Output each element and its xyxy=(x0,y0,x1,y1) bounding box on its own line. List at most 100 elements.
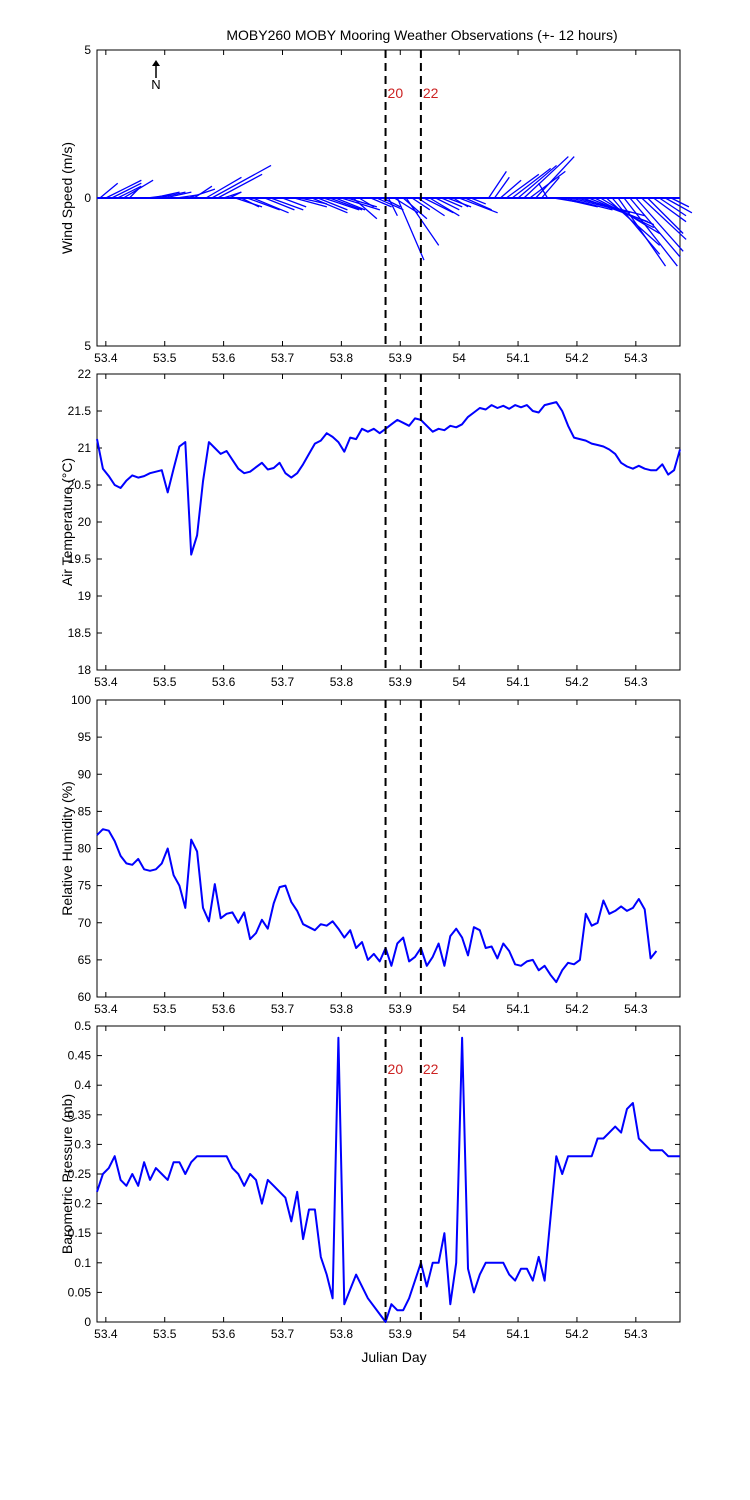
wind-vector xyxy=(211,164,272,199)
x-tick-label: 54 xyxy=(452,1327,466,1341)
wind-vector xyxy=(629,197,681,258)
y-tick-label: 0 xyxy=(84,191,91,205)
wind-vector xyxy=(329,197,363,211)
y-tick-label: 0.5 xyxy=(74,1019,91,1033)
wind-vector xyxy=(358,197,375,208)
y-tick-label: 0.4 xyxy=(74,1078,91,1092)
wind-vector xyxy=(670,197,690,208)
y-tick-label: 19.5 xyxy=(68,552,92,566)
wind-vector xyxy=(246,197,280,211)
x-tick-label: 53.4 xyxy=(94,351,118,365)
event-marker-label: 20 xyxy=(388,1061,404,1077)
wind-vector xyxy=(205,176,242,199)
x-tick-label: 54.3 xyxy=(624,1002,648,1016)
series-line xyxy=(96,401,681,556)
wind-vector xyxy=(429,197,460,217)
y-tick-label: 19 xyxy=(78,589,92,603)
y-tick-label: 85 xyxy=(78,804,92,818)
wind-vector xyxy=(335,197,366,211)
y-axis-label: Wind Speed (m/s) xyxy=(59,142,75,254)
wind-vector xyxy=(229,191,242,199)
wind-vector xyxy=(164,191,192,199)
wind-vector xyxy=(617,197,667,267)
x-tick-label: 53.8 xyxy=(330,1327,354,1341)
x-tick-label: 53.7 xyxy=(271,1327,295,1341)
y-tick-label: 0.05 xyxy=(68,1285,92,1299)
wind-vector xyxy=(105,179,142,199)
wind-vector xyxy=(387,197,398,217)
wind-vector xyxy=(538,182,549,199)
wind-vector xyxy=(402,197,428,220)
x-tick-label: 54 xyxy=(452,1002,466,1016)
y-tick-label: 90 xyxy=(78,767,92,781)
wind-vector xyxy=(523,156,569,199)
wind-vector xyxy=(559,197,598,208)
x-tick-label: 53.7 xyxy=(271,1002,295,1016)
north-label: N xyxy=(151,77,160,92)
wind-vector xyxy=(111,182,142,199)
x-tick-label: 53.9 xyxy=(389,1002,413,1016)
wind-vector xyxy=(411,197,431,211)
event-marker-label: 22 xyxy=(423,85,439,101)
x-tick-label: 53.5 xyxy=(153,351,177,365)
wind-vector xyxy=(641,197,687,240)
x-tick-label: 53.6 xyxy=(212,351,236,365)
y-tick-label: 70 xyxy=(78,916,92,930)
wind-vector xyxy=(370,197,392,208)
y-tick-label: 0.45 xyxy=(68,1049,92,1063)
wind-vector xyxy=(499,179,522,199)
series-line xyxy=(96,1036,680,1323)
wind-vector xyxy=(123,179,154,199)
wind-vector xyxy=(664,197,693,214)
wind-vector xyxy=(417,197,445,217)
x-tick-label: 53.9 xyxy=(389,351,413,365)
x-tick-label: 54.3 xyxy=(624,1327,648,1341)
x-tick-label: 53.4 xyxy=(94,1327,118,1341)
wind-vector xyxy=(470,197,486,205)
x-tick-label: 53.7 xyxy=(271,675,295,689)
y-axis-label: Relative Humidity (%) xyxy=(59,781,75,916)
y-tick-label: 22 xyxy=(78,367,92,381)
panel-air_temperature: 53.4 53.5 53.6 53.7 53.8 53.9 54 54.1 54.2 54.3 18… xyxy=(59,367,681,689)
y-tick-label: 21.5 xyxy=(68,404,92,418)
wind-vector xyxy=(240,197,260,208)
x-tick-label: 53.6 xyxy=(212,1327,236,1341)
event-marker-label: 22 xyxy=(423,1061,439,1077)
wind-vector xyxy=(611,197,661,255)
wind-vector xyxy=(565,197,613,211)
y-tick-label: 18 xyxy=(78,663,92,677)
y-tick-label: 0.15 xyxy=(68,1226,92,1240)
wind-vector xyxy=(264,197,295,211)
wind-vector xyxy=(505,173,540,199)
x-tick-label: 54.1 xyxy=(506,1002,530,1016)
wind-vector xyxy=(323,197,360,211)
y-tick-label: 100 xyxy=(71,693,91,707)
wind-vector xyxy=(493,176,510,199)
y-tick-label: 60 xyxy=(78,990,92,1004)
wind-vector xyxy=(441,197,463,208)
y-tick-label: 75 xyxy=(78,879,92,893)
y-tick-label: 18.5 xyxy=(68,626,92,640)
y-tick-label: 95 xyxy=(78,730,92,744)
x-tick-label: 53.8 xyxy=(330,675,354,689)
north-arrow-head xyxy=(152,60,160,66)
x-tick-label: 54.1 xyxy=(506,351,530,365)
x-tick-label: 54.3 xyxy=(624,675,648,689)
wind-vector xyxy=(405,197,440,246)
x-tick-label: 53.9 xyxy=(389,675,413,689)
wind-vector xyxy=(541,176,560,199)
wind-vector xyxy=(659,197,687,217)
y-tick-label: 0.25 xyxy=(68,1167,92,1181)
wind-vector xyxy=(152,191,180,199)
y-tick-label: 5 xyxy=(84,43,91,57)
wind-vector xyxy=(464,197,492,211)
y-tick-label: 5 xyxy=(84,339,91,353)
wind-vector xyxy=(423,197,454,214)
y-axis-label: Barometric Pressure (mb) xyxy=(59,1094,75,1254)
wind-vector xyxy=(623,197,678,267)
x-tick-label: 54.2 xyxy=(565,675,589,689)
wind-vector xyxy=(511,167,552,199)
figure-title: MOBY260 MOBY Mooring Weather Observation… xyxy=(226,27,617,43)
y-axis-label: Air Temperature (°C) xyxy=(59,458,75,586)
x-tick-label: 54.1 xyxy=(506,1327,530,1341)
